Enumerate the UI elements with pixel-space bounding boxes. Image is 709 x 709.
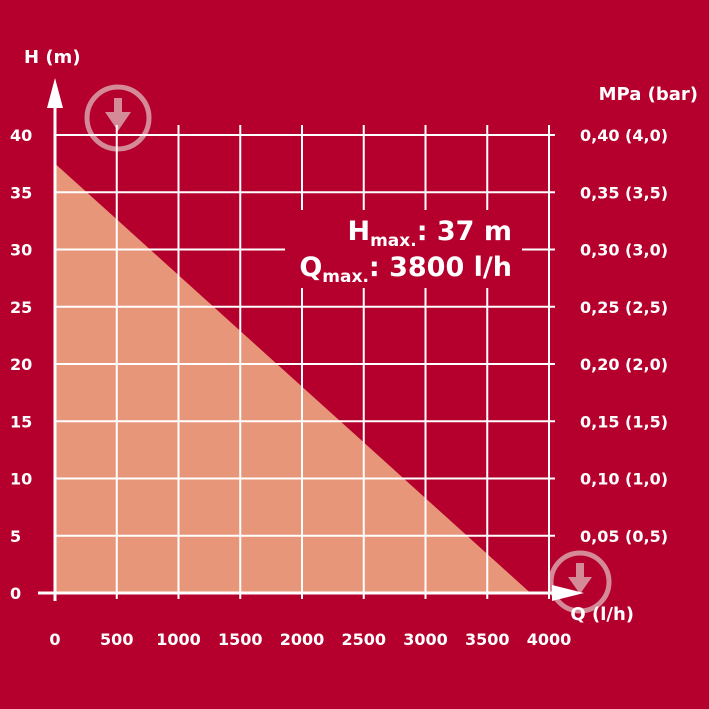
y-axis-title: H (m) xyxy=(24,47,81,68)
axes-layer xyxy=(38,78,584,601)
y2-tick-label-40: 0,40 (4,0) xyxy=(580,126,668,145)
x-tick-label-2500: 2500 xyxy=(341,630,386,649)
y-tick-label-10: 10 xyxy=(10,470,32,489)
y2-tick-label-25: 0,25 (2,5) xyxy=(580,298,668,317)
watermark-logo-top xyxy=(84,84,152,152)
y2-axis-title: MPa (bar) xyxy=(599,84,698,105)
area-layer xyxy=(55,163,531,593)
x-tick-label-0: 0 xyxy=(49,630,60,649)
y-tick-label-15: 15 xyxy=(10,412,32,431)
watermark-logo-bottom xyxy=(548,550,612,614)
performance-area-0 xyxy=(55,163,531,593)
y-tick-label-25: 25 xyxy=(10,298,32,317)
y2-tick-label-30: 0,30 (3,0) xyxy=(580,241,668,260)
x-tick-label-1000: 1000 xyxy=(156,630,201,649)
annotation-background xyxy=(285,210,522,288)
ticks-layer: 0 500 1000 1500 2000 2500 3000 3500 4000 0 5 10 15 20… xyxy=(10,126,668,649)
x-axis-arrow xyxy=(552,585,584,601)
qmax-symbol: Q xyxy=(299,252,322,283)
hmax-annotation: Hmax.: 37 m xyxy=(347,216,512,251)
x-tick-label-4000: 4000 xyxy=(527,630,572,649)
y-axis-arrow xyxy=(47,78,63,108)
y2-tick-label-10: 0,10 (1,0) xyxy=(580,470,668,489)
x-tick-label-500: 500 xyxy=(100,630,133,649)
qmax-value: : 3800 l/h xyxy=(369,252,512,283)
x-tick-label-3000: 3000 xyxy=(403,630,448,649)
y-tick-label-35: 35 xyxy=(10,183,32,202)
y-tick-label-0: 0 xyxy=(10,584,21,603)
hmax-subscript: max. xyxy=(370,231,417,251)
watermark-logos xyxy=(84,84,612,614)
hmax-symbol: H xyxy=(347,216,370,247)
y2-tick-label-15: 0,15 (1,5) xyxy=(580,412,668,431)
x-tick-label-2000: 2000 xyxy=(280,630,325,649)
y-tick-label-5: 5 xyxy=(10,527,21,546)
y2-tick-label-5: 0,05 (0,5) xyxy=(580,527,668,546)
y-tick-label-30: 30 xyxy=(10,241,32,260)
x-axis-title: Q (l/h) xyxy=(570,604,634,625)
qmax-annotation: Qmax.: 3800 l/h xyxy=(299,252,512,287)
qmax-subscript: max. xyxy=(322,267,369,287)
y2-tick-label-35: 0,35 (3,5) xyxy=(580,183,668,202)
y2-tick-label-20: 0,20 (2,0) xyxy=(580,355,668,374)
x-tick-label-1500: 1500 xyxy=(218,630,263,649)
x-tick-label-3500: 3500 xyxy=(465,630,510,649)
y-tick-label-40: 40 xyxy=(10,126,32,145)
hmax-value: : 37 m xyxy=(417,216,512,247)
y-tick-label-20: 20 xyxy=(10,355,32,374)
